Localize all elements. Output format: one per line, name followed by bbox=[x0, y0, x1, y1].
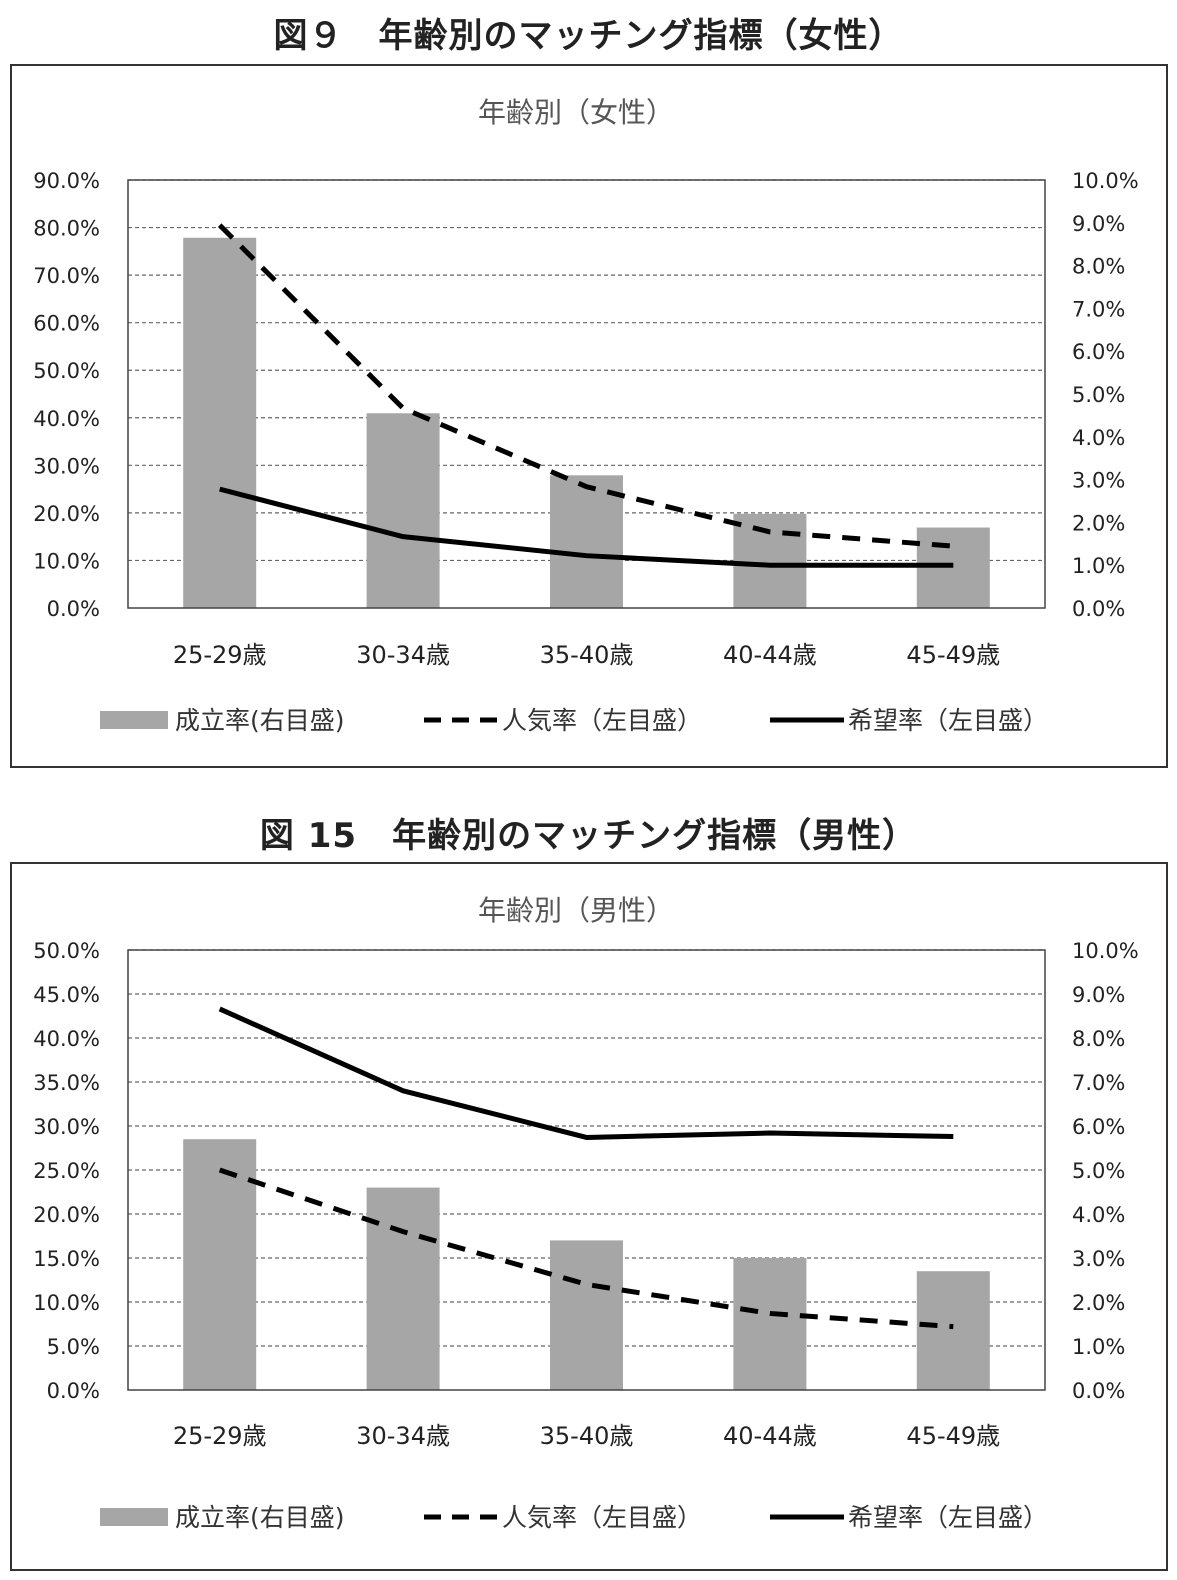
category-label: 35-40歳 bbox=[540, 1422, 634, 1450]
figure-9-caption: 図９ 年齢別のマッチング指標（女性） bbox=[273, 16, 904, 56]
line-desire-rate bbox=[218, 1006, 954, 1140]
left-tick-label: 30.0% bbox=[33, 1115, 100, 1139]
category-label: 25-29歳 bbox=[173, 641, 267, 669]
bar-success-rate bbox=[183, 237, 257, 608]
chart-male: 年齢別（男性） 0.0% 5.0% 10.0% 15.0% 20.0% 25.0% 30.0%… bbox=[33, 894, 1139, 1532]
legend-label-desire-rate: 希望率（左目盛） bbox=[848, 706, 1048, 735]
right-tick-label: 5.0% bbox=[1072, 383, 1125, 407]
legend-label-popularity-rate: 人気率（左目盛） bbox=[502, 706, 702, 735]
left-tick-label: 60.0% bbox=[33, 312, 100, 336]
bar-success-rate bbox=[733, 513, 807, 608]
chart-panel-male: 年齢別（男性） 0.0% 5.0% 10.0% 15.0% 20.0% 25.0% 30.0%… bbox=[10, 862, 1168, 1571]
category-label: 40-44歳 bbox=[723, 1422, 817, 1450]
right-tick-label: 6.0% bbox=[1072, 1115, 1125, 1139]
bar-success-rate bbox=[550, 475, 623, 608]
right-tick-label: 5.0% bbox=[1072, 1159, 1125, 1183]
left-tick-label: 0.0% bbox=[47, 597, 100, 621]
bar-success-rate bbox=[366, 413, 440, 608]
category-label: 45-49歳 bbox=[906, 1422, 1000, 1450]
right-tick-label: 2.0% bbox=[1072, 1291, 1125, 1315]
legend-label-success-rate: 成立率(右目盛) bbox=[175, 1503, 345, 1532]
right-tick-label: 9.0% bbox=[1072, 212, 1125, 236]
left-tick-label: 5.0% bbox=[47, 1335, 100, 1359]
left-tick-label: 70.0% bbox=[33, 264, 100, 288]
left-tick-label: 30.0% bbox=[33, 454, 100, 478]
left-tick-label: 20.0% bbox=[33, 502, 100, 526]
left-tick-label: 50.0% bbox=[33, 359, 100, 383]
left-tick-label: 0.0% bbox=[47, 1379, 100, 1403]
right-tick-label: 8.0% bbox=[1072, 255, 1125, 279]
right-tick-label: 0.0% bbox=[1072, 1379, 1125, 1403]
left-tick-label: 15.0% bbox=[33, 1247, 100, 1271]
plot-area-frame bbox=[127, 949, 1046, 1391]
category-label: 30-34歳 bbox=[356, 641, 450, 669]
right-tick-label: 10.0% bbox=[1072, 169, 1139, 193]
right-tick-label: 10.0% bbox=[1072, 939, 1139, 963]
legend-label-desire-rate: 希望率（左目盛） bbox=[848, 1503, 1048, 1532]
category-label: 45-49歳 bbox=[906, 641, 1000, 669]
right-tick-label: 1.0% bbox=[1072, 1335, 1125, 1359]
bar-success-rate bbox=[183, 1139, 257, 1390]
left-tick-label: 25.0% bbox=[33, 1159, 100, 1183]
left-tick-label: 50.0% bbox=[33, 939, 100, 963]
right-tick-label: 8.0% bbox=[1072, 1027, 1125, 1051]
line-popularity-rate bbox=[218, 1167, 954, 1330]
left-tick-label: 20.0% bbox=[33, 1203, 100, 1227]
left-tick-label: 40.0% bbox=[33, 1027, 100, 1051]
category-label: 35-40歳 bbox=[540, 641, 634, 669]
right-tick-label: 4.0% bbox=[1072, 426, 1125, 450]
left-tick-label: 45.0% bbox=[33, 983, 100, 1007]
bar-success-rate bbox=[366, 1187, 440, 1390]
right-tick-label: 6.0% bbox=[1072, 340, 1125, 364]
right-tick-label: 3.0% bbox=[1072, 469, 1125, 493]
figure-15-caption: 図 15 年齢別のマッチング指標（男性） bbox=[259, 816, 918, 856]
bar-success-rate bbox=[550, 1240, 623, 1390]
right-tick-label: 0.0% bbox=[1072, 597, 1125, 621]
line-popularity-rate bbox=[217, 223, 954, 549]
legend-label-popularity-rate: 人気率（左目盛） bbox=[502, 1503, 702, 1532]
line-desire-rate bbox=[219, 486, 954, 568]
left-tick-label: 80.0% bbox=[33, 217, 100, 241]
category-label: 30-34歳 bbox=[356, 1422, 450, 1450]
left-tick-label: 10.0% bbox=[33, 1291, 100, 1315]
legend-swatch-bar bbox=[100, 711, 168, 729]
chart-panel-female: 年齢別（女性） 0.0% 10.0% 20.0% 30.0% 40.0% 50.0% 60.0… bbox=[10, 64, 1168, 768]
category-label: 40-44歳 bbox=[723, 641, 817, 669]
right-tick-label: 9.0% bbox=[1072, 983, 1125, 1007]
chart-title: 年齢別（男性） bbox=[478, 894, 674, 927]
right-tick-label: 4.0% bbox=[1072, 1203, 1125, 1227]
left-tick-label: 10.0% bbox=[33, 549, 100, 573]
plot-area-frame bbox=[127, 179, 1046, 609]
category-label: 25-29歳 bbox=[173, 1422, 267, 1450]
chart-title: 年齢別（女性） bbox=[478, 96, 674, 129]
bar-success-rate bbox=[916, 527, 990, 608]
legend-swatch-bar bbox=[100, 1508, 168, 1526]
right-tick-label: 2.0% bbox=[1072, 511, 1125, 535]
left-tick-label: 90.0% bbox=[33, 169, 100, 193]
chart-female: 年齢別（女性） 0.0% 10.0% 20.0% 30.0% 40.0% 50.0% 60.0… bbox=[33, 96, 1139, 735]
legend-label-success-rate: 成立率(右目盛) bbox=[175, 706, 345, 735]
left-tick-label: 40.0% bbox=[33, 407, 100, 431]
left-tick-label: 35.0% bbox=[33, 1071, 100, 1095]
right-tick-label: 7.0% bbox=[1072, 297, 1125, 321]
bar-success-rate bbox=[733, 1258, 807, 1390]
right-tick-label: 7.0% bbox=[1072, 1071, 1125, 1095]
right-tick-label: 3.0% bbox=[1072, 1247, 1125, 1271]
right-tick-label: 1.0% bbox=[1072, 554, 1125, 578]
bar-success-rate bbox=[916, 1271, 990, 1390]
